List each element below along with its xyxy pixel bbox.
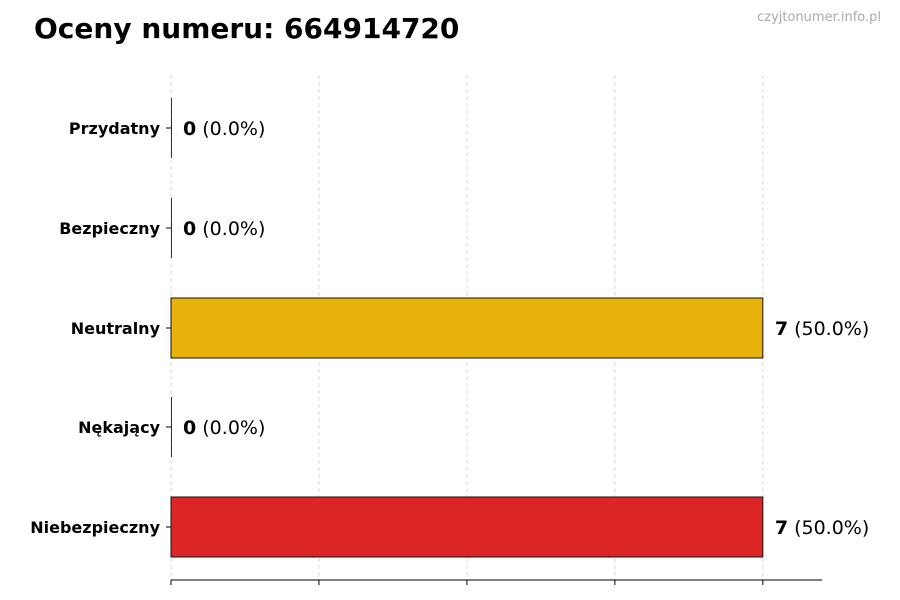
bar-2 xyxy=(170,297,764,359)
data-label: 0 (0.0%) xyxy=(183,118,265,140)
y-tick-label: Neutralny xyxy=(71,319,161,338)
y-tick-label: Bezpieczny xyxy=(59,219,160,238)
data-label-percent: (50.0%) xyxy=(788,517,869,539)
data-label-value: 0 xyxy=(183,218,196,240)
data-label: 0 (0.0%) xyxy=(183,417,265,439)
bar-4 xyxy=(170,496,764,558)
bar-0 xyxy=(171,98,172,158)
data-label-percent: (0.0%) xyxy=(196,118,265,140)
data-label: 7 (50.0%) xyxy=(775,318,869,340)
y-tick-label: Niebezpieczny xyxy=(30,518,160,537)
data-label-percent: (0.0%) xyxy=(196,218,265,240)
data-label: 0 (0.0%) xyxy=(183,218,265,240)
data-label-value: 7 xyxy=(775,318,788,340)
watermark: czyjtonumer.info.pl xyxy=(757,10,881,25)
data-label-percent: (0.0%) xyxy=(196,417,265,439)
data-label-value: 0 xyxy=(183,417,196,439)
y-tick-label: Przydatny xyxy=(69,119,161,138)
data-label-value: 7 xyxy=(775,517,788,539)
data-label-value: 0 xyxy=(183,118,196,140)
chart-title: Oceny numeru: 664914720 xyxy=(34,12,460,45)
y-tick-label: Nękający xyxy=(78,418,160,437)
bar-1 xyxy=(171,198,172,258)
data-label-percent: (50.0%) xyxy=(788,318,869,340)
bar-3 xyxy=(171,397,172,457)
data-label: 7 (50.0%) xyxy=(775,517,869,539)
